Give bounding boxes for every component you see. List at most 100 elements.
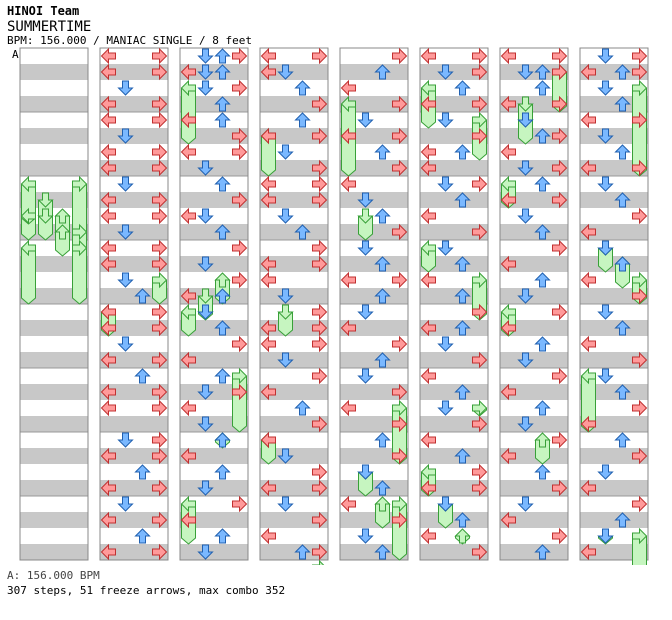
up-arrow-icon [214, 368, 231, 384]
beat-stripe [260, 96, 328, 112]
beat-stripe [580, 128, 648, 144]
left-arrow-icon [260, 479, 276, 497]
left-arrow-icon [340, 127, 356, 145]
left-arrow-icon [260, 271, 276, 289]
right-arrow-icon [152, 303, 168, 321]
right-arrow-icon [152, 255, 168, 273]
up-arrow-icon [214, 464, 231, 480]
beat-stripe [180, 192, 248, 208]
left-arrow-icon [100, 319, 116, 337]
beat-stripe [580, 320, 648, 336]
up-arrow-icon [534, 272, 551, 288]
left-arrow-icon [100, 143, 116, 161]
right-arrow-icon [152, 143, 168, 161]
left-arrow-icon [260, 431, 276, 449]
beat-stripe [500, 192, 568, 208]
down-arrow-icon [437, 64, 454, 80]
left-arrow-icon [260, 127, 276, 145]
down-arrow-icon [437, 176, 454, 192]
right-arrow-icon [472, 47, 488, 65]
beat-stripe [260, 320, 328, 336]
beat-stripe [260, 128, 328, 144]
down-arrow-icon [117, 224, 134, 240]
beat-stripe [180, 256, 248, 272]
beat-stripe [500, 416, 568, 432]
column-border [179, 47, 249, 561]
right-arrow-icon [312, 415, 328, 433]
right-arrow-icon [392, 383, 408, 401]
freeze-arrow [20, 239, 36, 305]
beat-stripe [500, 288, 568, 304]
up-arrow-icon [214, 288, 231, 304]
beat-stripe [20, 512, 88, 528]
down-arrow-icon [197, 48, 214, 64]
beat-stripe [100, 384, 168, 400]
down-arrow-icon [197, 160, 214, 176]
beat-stripe [180, 288, 248, 304]
down-arrow-icon [597, 304, 614, 320]
beat-stripe [340, 320, 408, 336]
down-arrow-icon [517, 112, 534, 128]
left-arrow-icon [100, 95, 116, 113]
left-arrow-icon [340, 271, 356, 289]
freeze-arrow [632, 527, 648, 565]
beat-stripe [100, 544, 168, 560]
beat-stripe [100, 448, 168, 464]
beat-stripe [180, 224, 248, 240]
beat-stripe [340, 192, 408, 208]
bpm-footer: A: 156.000 BPM [7, 569, 100, 582]
beat-stripe [100, 96, 168, 112]
beat-stripe [340, 288, 408, 304]
beat-stripe [340, 160, 408, 176]
left-arrow-icon [260, 527, 276, 545]
right-arrow-icon [152, 63, 168, 81]
down-arrow-icon [277, 208, 294, 224]
right-arrow-icon [152, 399, 168, 417]
beat-stripe [580, 64, 648, 80]
up-arrow-icon [374, 208, 391, 224]
beat-stripe [340, 448, 408, 464]
up-arrow-icon [214, 48, 231, 64]
right-arrow-icon [392, 271, 408, 289]
up-arrow-icon [534, 336, 551, 352]
down-arrow-icon [437, 336, 454, 352]
left-arrow-icon [500, 191, 516, 209]
left-arrow-icon [340, 79, 356, 97]
down-arrow-icon [117, 80, 134, 96]
down-arrow-icon [517, 352, 534, 368]
beat-stripe [340, 256, 408, 272]
beat-stripe [260, 256, 328, 272]
left-arrow-icon [100, 47, 116, 65]
right-arrow-icon [232, 383, 248, 401]
up-arrow-icon [134, 464, 151, 480]
up-arrow-icon [294, 544, 311, 560]
down-arrow-icon [517, 160, 534, 176]
up-arrow-icon [614, 256, 631, 272]
freeze-arrow [472, 399, 488, 417]
left-arrow-icon [260, 191, 276, 209]
left-arrow-icon [500, 95, 516, 113]
beat-stripe [20, 256, 88, 272]
right-arrow-icon [152, 111, 168, 129]
beat-stripe [100, 512, 168, 528]
bpm-marker-label: A [12, 48, 19, 61]
chart-column-7 [499, 47, 569, 561]
beat-stripe [500, 352, 568, 368]
left-arrow-icon [100, 543, 116, 561]
beat-stripe [20, 224, 88, 240]
right-arrow-icon [312, 239, 328, 257]
right-arrow-icon [232, 271, 248, 289]
beat-stripe [20, 352, 88, 368]
right-arrow-icon [312, 543, 328, 561]
freeze-arrow [632, 79, 648, 177]
beat-stripe [180, 480, 248, 496]
down-arrow-icon [597, 368, 614, 384]
right-arrow-icon [632, 111, 648, 129]
beat-stripe [500, 224, 568, 240]
beat-stripe [260, 512, 328, 528]
beat-stripe [180, 384, 248, 400]
beat-stripe [180, 160, 248, 176]
down-arrow-icon [597, 80, 614, 96]
down-arrow-icon [197, 256, 214, 272]
left-arrow-icon [580, 111, 596, 129]
